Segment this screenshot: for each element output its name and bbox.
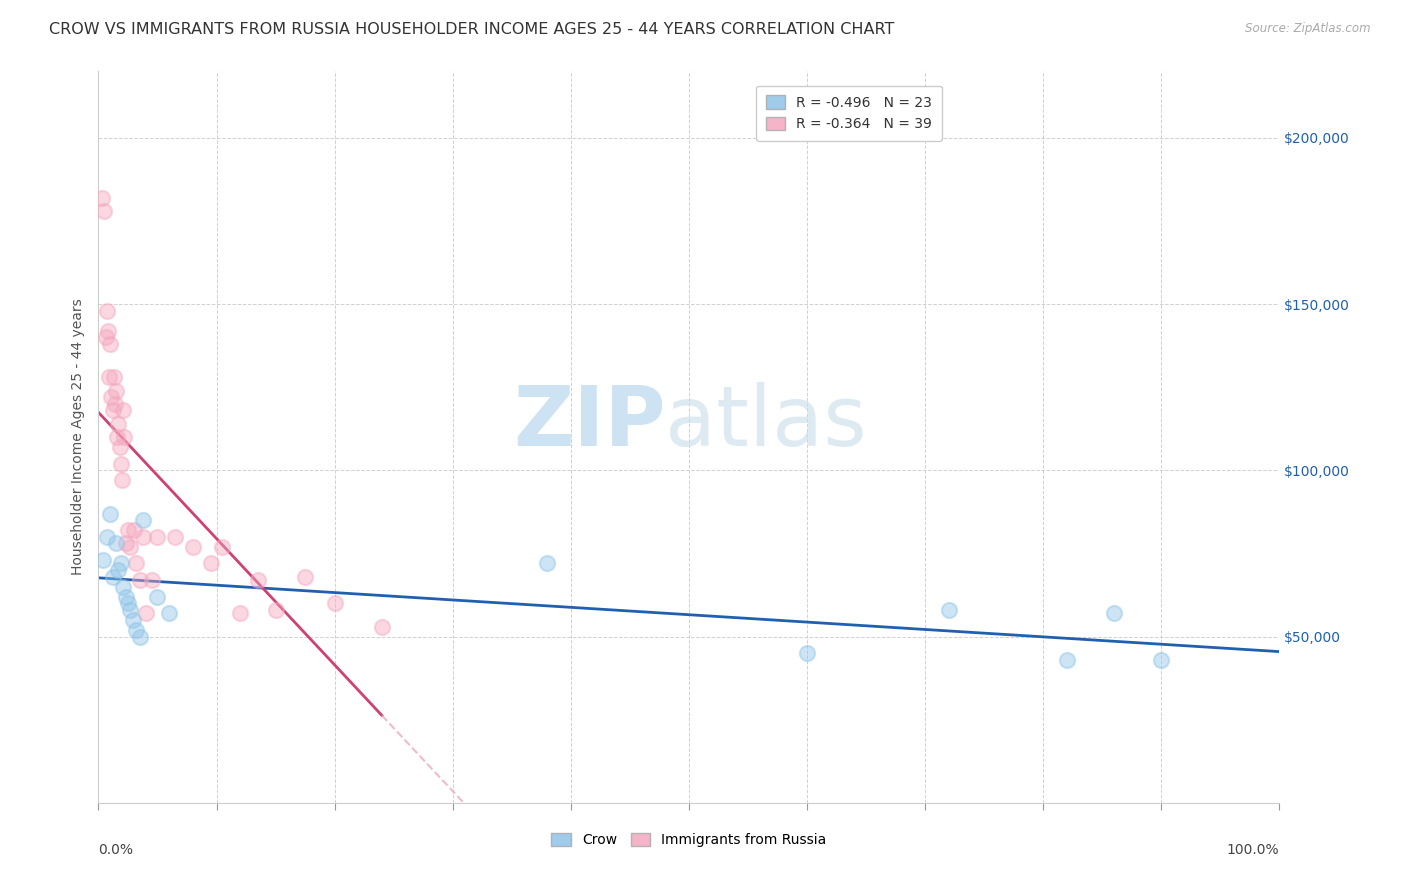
Point xyxy=(1102,607,1125,621)
Point xyxy=(181,540,204,554)
Point xyxy=(96,303,118,318)
Point xyxy=(117,523,139,537)
Point xyxy=(107,417,129,431)
Point xyxy=(120,540,142,554)
Point xyxy=(371,619,394,633)
Y-axis label: Householder Income Ages 25 - 44 years: Householder Income Ages 25 - 44 years xyxy=(72,299,86,575)
Point xyxy=(128,573,150,587)
Point xyxy=(114,536,136,550)
Point xyxy=(200,557,222,571)
Point xyxy=(91,553,114,567)
Point xyxy=(125,557,148,571)
Point xyxy=(211,540,233,554)
Point xyxy=(141,573,163,587)
Point xyxy=(125,623,148,637)
Point xyxy=(98,337,121,351)
Point xyxy=(91,191,114,205)
Point xyxy=(128,630,150,644)
Point xyxy=(96,530,118,544)
Point xyxy=(111,473,134,487)
Point xyxy=(112,430,135,444)
Point xyxy=(264,603,287,617)
Point xyxy=(165,530,187,544)
Point xyxy=(135,607,157,621)
Point xyxy=(132,530,155,544)
Point xyxy=(108,440,131,454)
Point xyxy=(101,403,124,417)
Point xyxy=(110,557,132,571)
Point xyxy=(120,603,142,617)
Point xyxy=(112,580,135,594)
Point xyxy=(229,607,252,621)
Point xyxy=(104,397,127,411)
Point xyxy=(105,430,128,444)
Point xyxy=(294,570,316,584)
Point xyxy=(122,523,145,537)
Point xyxy=(117,596,139,610)
Point xyxy=(157,607,180,621)
Point xyxy=(132,513,155,527)
Point xyxy=(121,613,143,627)
Point xyxy=(101,570,124,584)
Point xyxy=(796,646,818,660)
Point xyxy=(323,596,346,610)
Point xyxy=(100,390,122,404)
Point xyxy=(1056,653,1078,667)
Point xyxy=(93,204,115,219)
Text: Source: ZipAtlas.com: Source: ZipAtlas.com xyxy=(1246,22,1371,36)
Point xyxy=(94,330,117,344)
Point xyxy=(110,457,132,471)
Point xyxy=(146,590,169,604)
Text: ZIP: ZIP xyxy=(513,382,665,463)
Text: CROW VS IMMIGRANTS FROM RUSSIA HOUSEHOLDER INCOME AGES 25 - 44 YEARS CORRELATION: CROW VS IMMIGRANTS FROM RUSSIA HOUSEHOLD… xyxy=(49,22,894,37)
Point xyxy=(536,557,558,571)
Point xyxy=(938,603,960,617)
Text: atlas: atlas xyxy=(665,382,868,463)
Point xyxy=(246,573,269,587)
Point xyxy=(103,370,125,384)
Point xyxy=(107,563,129,577)
Point xyxy=(114,590,136,604)
Point xyxy=(146,530,169,544)
Point xyxy=(105,536,128,550)
Point xyxy=(112,403,135,417)
Text: 0.0%: 0.0% xyxy=(98,843,134,857)
Point xyxy=(105,384,128,398)
Legend: Crow, Immigrants from Russia: Crow, Immigrants from Russia xyxy=(544,826,834,855)
Point xyxy=(1150,653,1173,667)
Text: 100.0%: 100.0% xyxy=(1227,843,1279,857)
Point xyxy=(97,324,120,338)
Point xyxy=(98,370,121,384)
Point xyxy=(98,507,121,521)
